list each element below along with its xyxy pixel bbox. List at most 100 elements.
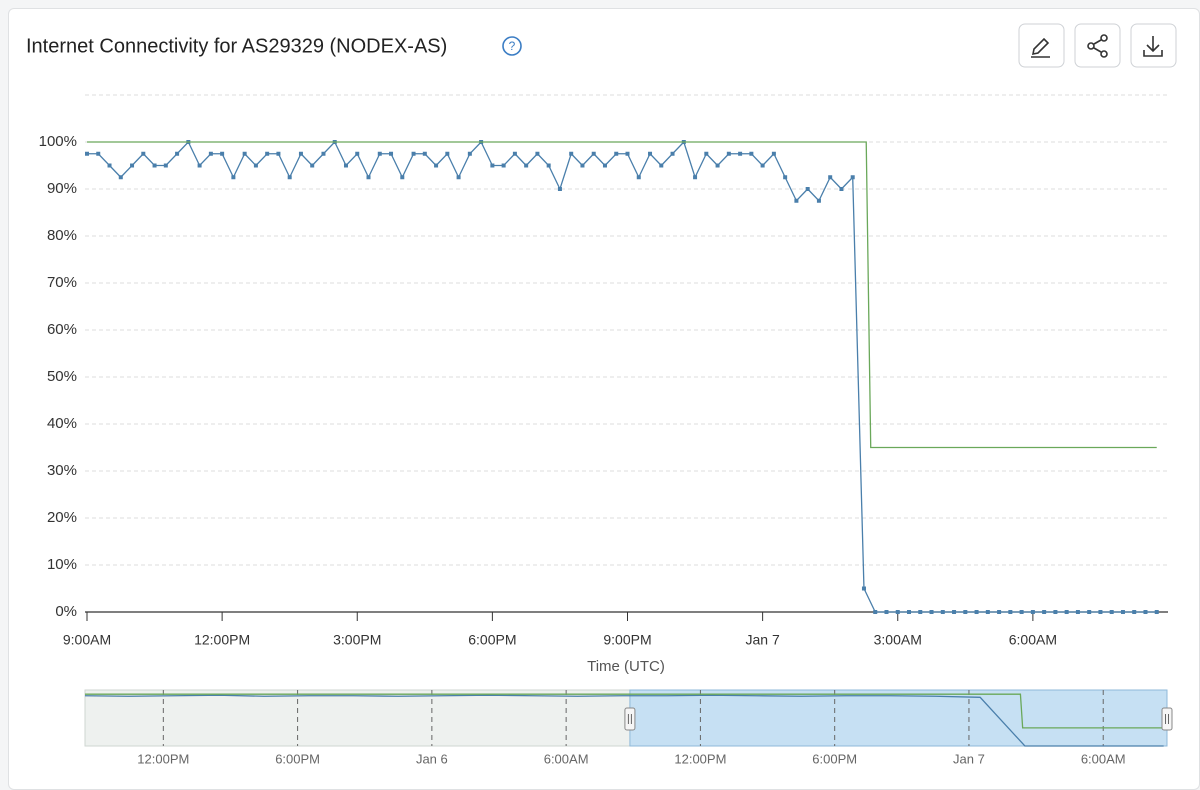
data-point	[130, 163, 135, 168]
y-tick-label: 30%	[47, 462, 77, 479]
data-point	[265, 151, 270, 156]
data-point	[107, 163, 112, 168]
data-point	[1075, 610, 1080, 614]
help-icon[interactable]: ?	[502, 36, 522, 56]
data-point	[1064, 610, 1069, 614]
data-point	[389, 151, 394, 156]
data-point	[985, 610, 990, 614]
data-point	[929, 610, 934, 614]
data-point	[85, 151, 89, 156]
data-point	[760, 163, 765, 168]
data-point	[1154, 610, 1159, 614]
data-point	[805, 187, 810, 191]
data-point	[557, 187, 562, 191]
data-point	[974, 610, 979, 614]
data-point	[1019, 610, 1024, 614]
data-point	[569, 151, 574, 156]
data-point	[141, 151, 146, 156]
data-point	[614, 151, 619, 156]
handle-grip	[1165, 714, 1169, 724]
navigator-tick-label: Jan 6	[416, 751, 448, 766]
data-point	[242, 151, 247, 156]
navigator-tick-label: 6:00AM	[1081, 751, 1126, 766]
data-point	[524, 163, 529, 168]
data-point	[220, 151, 225, 156]
data-point	[118, 175, 123, 180]
data-point	[152, 163, 157, 168]
data-point	[355, 151, 360, 156]
edit-button[interactable]	[1018, 23, 1065, 68]
data-point	[670, 151, 675, 156]
chart-title: Internet Connectivity for AS29329 (NODEX…	[26, 35, 447, 57]
data-point	[197, 163, 202, 168]
navigator-handle[interactable]	[1161, 707, 1173, 731]
navigator-tick-label: 12:00PM	[674, 751, 726, 766]
y-tick-label: 50%	[47, 368, 77, 385]
data-point	[1008, 610, 1013, 614]
y-tick-label: 100%	[39, 133, 77, 150]
navigator-tick-label: 6:00PM	[812, 751, 857, 766]
navigator-selection	[629, 689, 1168, 747]
data-point	[839, 187, 844, 191]
data-point	[366, 175, 371, 180]
x-tick-label: 12:00PM	[194, 632, 250, 648]
navigator-line	[84, 694, 1164, 747]
data-point	[96, 151, 101, 156]
data-point	[580, 163, 585, 168]
data-point	[963, 610, 968, 614]
data-point	[175, 151, 180, 156]
data-point	[276, 151, 281, 156]
y-tick-label: 90%	[47, 180, 77, 197]
data-point	[861, 586, 866, 591]
data-point	[997, 610, 1002, 614]
card	[8, 8, 1200, 790]
data-point	[1087, 610, 1092, 614]
navigator-handle[interactable]	[624, 707, 636, 731]
data-point	[163, 163, 168, 168]
data-point	[445, 151, 450, 156]
data-point	[715, 163, 720, 168]
data-point	[456, 175, 461, 180]
data-point	[422, 151, 427, 156]
data-point	[1143, 610, 1148, 614]
share-button[interactable]	[1074, 23, 1121, 68]
data-point	[400, 175, 405, 180]
navigator-tick-label: Jan 7	[953, 751, 985, 766]
data-point	[816, 198, 821, 203]
data-point	[726, 151, 731, 156]
data-point	[659, 163, 664, 168]
data-point	[783, 175, 788, 180]
data-point	[310, 163, 315, 168]
data-point	[738, 151, 743, 156]
data-point	[1132, 610, 1137, 614]
data-point	[287, 175, 292, 180]
data-point	[828, 175, 833, 180]
data-point	[693, 175, 698, 180]
data-point	[850, 175, 855, 180]
y-tick-label: 10%	[47, 556, 77, 573]
data-point	[546, 163, 551, 168]
data-point	[467, 151, 472, 156]
y-tick-label: 60%	[47, 321, 77, 338]
handle-grip	[627, 714, 632, 724]
data-point	[411, 151, 416, 156]
navigator-line	[85, 693, 1164, 729]
data-point	[377, 151, 382, 156]
data-point	[771, 151, 776, 156]
data-point	[940, 610, 945, 614]
y-tick-label: 80%	[47, 227, 77, 244]
data-point	[1030, 610, 1035, 614]
data-point	[704, 151, 709, 156]
x-tick-label: 9:00PM	[603, 632, 651, 648]
x-tick-label: 3:00AM	[874, 632, 922, 648]
download-button[interactable]	[1130, 23, 1177, 68]
data-point	[490, 163, 495, 168]
svg-text:?: ?	[509, 39, 516, 53]
data-point	[535, 151, 540, 156]
data-point	[321, 151, 326, 156]
data-point	[884, 610, 889, 614]
y-tick-label: 40%	[47, 415, 77, 432]
data-point	[1109, 610, 1114, 614]
data-point	[636, 175, 641, 180]
